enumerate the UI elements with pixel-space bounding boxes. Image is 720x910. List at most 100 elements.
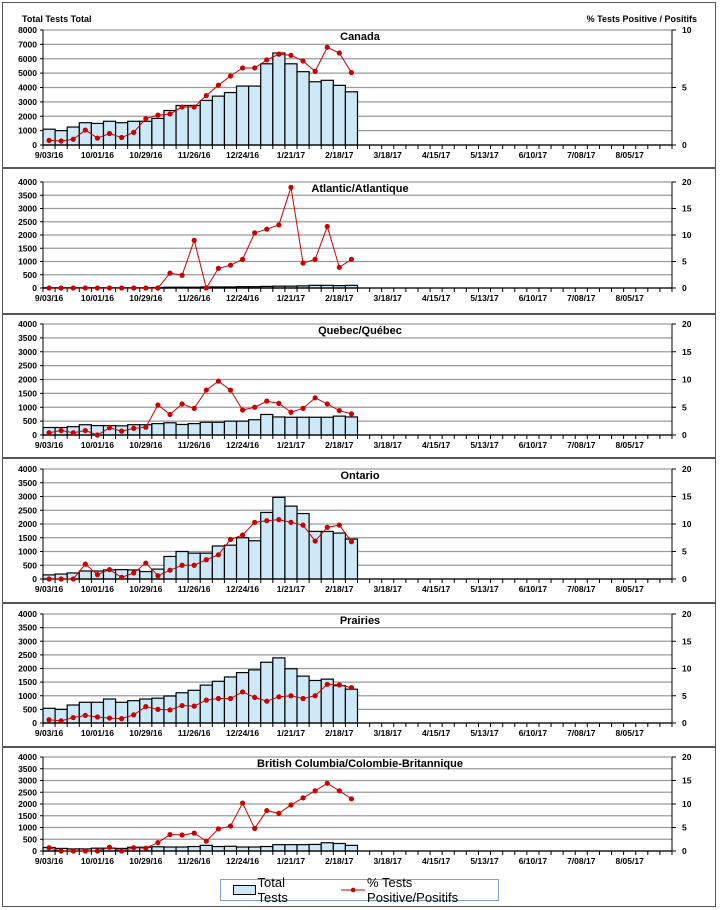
- percent-positive-point: [348, 684, 355, 691]
- percent-positive-point: [82, 427, 88, 434]
- bar: [151, 117, 165, 146]
- y2-tick-label: 0: [682, 430, 687, 440]
- percent-positive-point: [94, 285, 101, 291]
- percent-positive-point: [312, 538, 318, 544]
- percent-positive-point: [348, 256, 355, 262]
- bar: [248, 419, 262, 436]
- bar: [332, 532, 347, 580]
- percent-positive-point: [264, 226, 270, 232]
- percent-positive-point: [215, 378, 221, 384]
- bar: [260, 63, 274, 146]
- x-tick-label: 10/29/16: [129, 728, 162, 738]
- percent-positive-point: [119, 134, 125, 141]
- bar: [211, 845, 226, 852]
- percent-positive-point: [203, 557, 209, 563]
- x-tick-label: 2/18/17: [325, 440, 354, 450]
- bar: [272, 844, 286, 852]
- percent-positive-point: [312, 68, 318, 74]
- y-tick-label: 3500: [18, 764, 37, 774]
- percent-positive-point: [239, 800, 246, 806]
- x-tick-label: 10/29/16: [129, 440, 162, 450]
- x-tick-label: 12/24/16: [226, 293, 259, 303]
- percent-positive-point: [227, 387, 234, 393]
- percent-positive-point: [94, 848, 101, 854]
- percent-positive-point: [143, 704, 149, 710]
- x-tick-label: 5/13/17: [470, 440, 499, 450]
- percent-positive-point: [312, 693, 318, 699]
- percent-positive-point: [191, 237, 197, 243]
- percent-positive-point: [143, 115, 149, 122]
- y-tick-label: 4000: [18, 609, 37, 619]
- percent-positive-point: [46, 717, 52, 723]
- percent-positive-point: [167, 270, 173, 276]
- percent-positive-point: [239, 407, 246, 413]
- percent-positive-point: [94, 135, 101, 141]
- bar: [308, 679, 322, 724]
- bar: [175, 104, 189, 146]
- y-tick-label: 6000: [18, 54, 37, 64]
- percent-positive-point: [203, 92, 209, 99]
- percent-positive-point: [58, 848, 64, 854]
- x-tick-label: 12/24/16: [226, 584, 259, 594]
- percent-positive-point: [46, 137, 52, 143]
- x-tick-label: 3/18/17: [374, 440, 403, 450]
- x-tick-label: 9/03/16: [35, 584, 64, 594]
- percent-positive-point: [119, 428, 125, 434]
- percent-positive-point: [58, 285, 64, 291]
- bar: [211, 680, 226, 724]
- percent-positive-point: [82, 712, 88, 718]
- y-tick-label: 3500: [18, 190, 37, 200]
- x-tick-label: 11/26/16: [178, 150, 211, 160]
- x-tick-label: 11/26/16: [178, 728, 211, 738]
- x-tick-label: 5/13/17: [470, 856, 499, 866]
- x-tick-label: 10/29/16: [129, 293, 162, 303]
- x-tick-label: 1/21/17: [277, 150, 306, 160]
- percent-positive-point: [58, 576, 64, 582]
- percent-positive-point: [131, 845, 137, 851]
- bar: [151, 846, 165, 852]
- bar: [320, 79, 334, 146]
- x-tick-label: 4/15/17: [422, 728, 451, 738]
- x-tick-label: 11/26/16: [178, 440, 211, 450]
- x-tick-label: 8/05/17: [615, 584, 644, 594]
- percent-positive-point: [191, 562, 197, 568]
- percent-positive-point: [58, 138, 64, 144]
- bar: [223, 420, 238, 436]
- percent-positive-point: [167, 567, 173, 573]
- chart-title: Ontario: [340, 470, 379, 482]
- percent-positive-point: [324, 401, 330, 407]
- bar: [272, 52, 286, 146]
- percent-positive-point: [264, 518, 270, 524]
- bar: [211, 421, 226, 436]
- percent-positive-point: [119, 716, 125, 722]
- y-tick-label: 0: [32, 430, 37, 440]
- y-tick-label: 500: [23, 270, 37, 280]
- y-tick-label: 500: [23, 704, 37, 714]
- percent-positive-point: [46, 845, 52, 851]
- y-tick-label: 2500: [18, 217, 37, 227]
- percent-positive-point: [288, 519, 294, 525]
- percent-positive-point: [252, 230, 258, 236]
- y-tick-label: 0: [32, 718, 37, 728]
- percent-positive-point: [143, 845, 149, 851]
- percent-positive-point: [288, 184, 294, 190]
- percent-positive-point: [252, 694, 258, 700]
- y-tick-label: 4000: [18, 83, 37, 93]
- bar: [296, 416, 310, 436]
- y2-tick-label: 10: [682, 664, 692, 674]
- x-tick-label: 4/15/17: [422, 856, 451, 866]
- y-tick-label: 1000: [18, 547, 37, 557]
- x-tick-label: 2/18/17: [325, 728, 354, 738]
- bar: [344, 844, 359, 852]
- percent-positive-point: [46, 576, 52, 582]
- percent-positive-point: [300, 695, 306, 702]
- x-tick-label: 3/18/17: [374, 728, 403, 738]
- y-tick-label: 1000: [18, 257, 37, 267]
- y2-tick-label: 10: [682, 519, 692, 529]
- y-tick-label: 500: [23, 560, 37, 570]
- chart-title: British Columbia/Colombie-Britannique: [257, 758, 463, 770]
- percent-positive-point: [143, 560, 149, 566]
- x-tick-label: 7/08/17: [567, 440, 596, 450]
- y-tick-label: 2000: [18, 664, 37, 674]
- x-tick-label: 6/10/17: [519, 440, 548, 450]
